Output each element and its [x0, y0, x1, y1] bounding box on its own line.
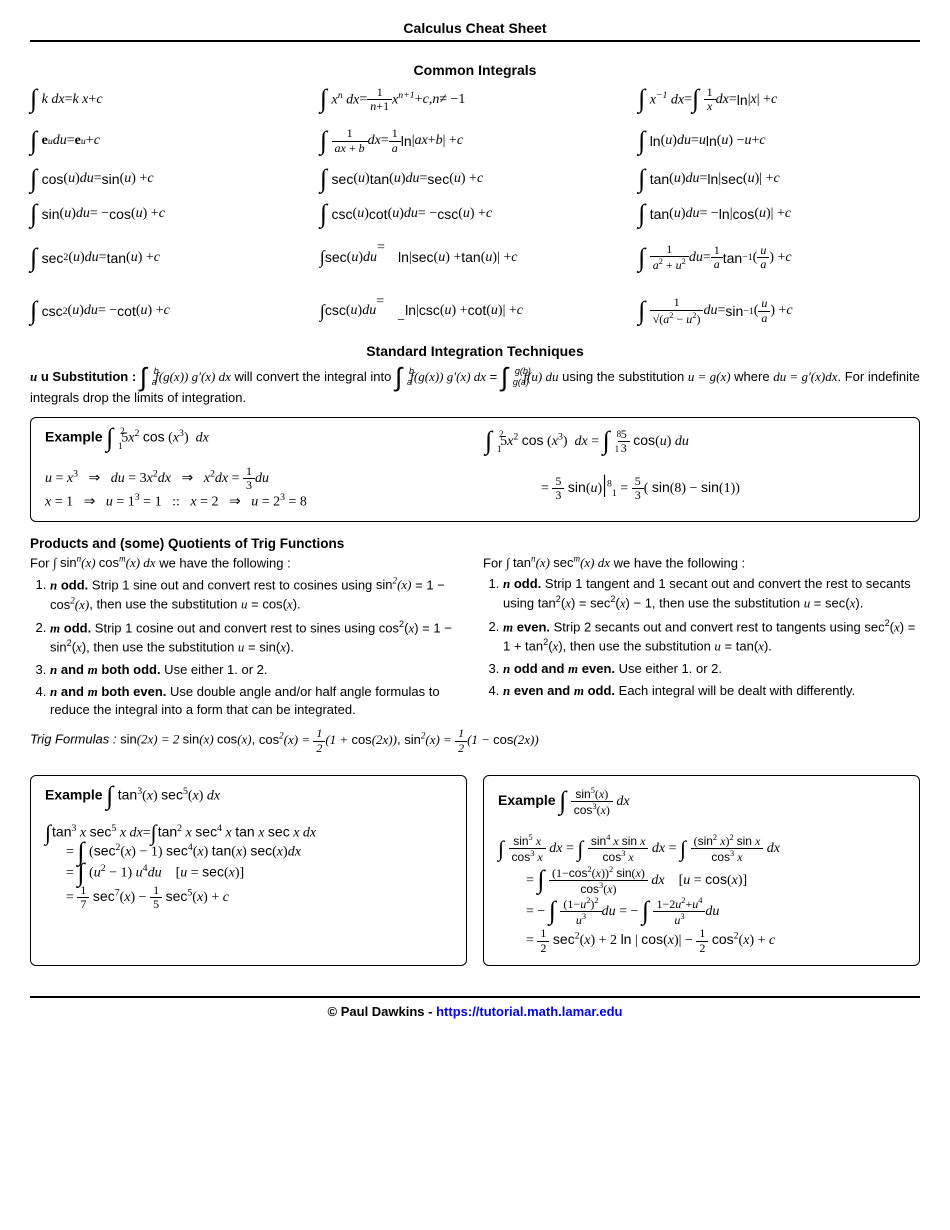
integral-cell: ∫ x−1 dx = ∫ 1x dx = ln |x| + c: [638, 86, 920, 113]
list-item: n odd and m even. Use either 1. or 2.: [503, 660, 920, 678]
usub-text: will convert the integral into: [231, 369, 395, 384]
integral-cell: ∫ sec(u) tan(u) du = sec(u) + c: [320, 169, 630, 190]
integral-cell: ∫ eu du = eu + c: [30, 127, 312, 154]
footer-copyright: © Paul Dawkins -: [328, 1004, 437, 1019]
example-box-sincos: Example ∫ sin5(x)cos3(x) dx ∫ sin5 xcos3…: [483, 775, 920, 966]
integral-cell: ∫ csc2(u) du = −cot(u) + c: [30, 292, 312, 331]
list-item: m odd. Strip 1 cosine out and convert re…: [50, 618, 467, 657]
integral-cell: ∫ sec2(u) du = tan(u) + c: [30, 238, 312, 277]
example-label: Example: [45, 787, 103, 803]
integral-cell: ∫ tan(u) du = ln |sec(u)| + c: [638, 169, 920, 190]
example-box-usub: Example ∫21 5x2 cos (x3) dx u = x3 ⇒ du …: [30, 417, 920, 522]
list-item: n and m both even. Use double angle and/…: [50, 683, 467, 719]
rules-intro: we have the following :: [159, 555, 291, 570]
page-header: Calculus Cheat Sheet: [30, 20, 920, 42]
usub-label: u Substitution :: [41, 369, 136, 384]
footer-link[interactable]: https://tutorial.math.lamar.edu: [436, 1004, 622, 1019]
integral-cell: ∫ sin(u) du = −cos(u) + c: [30, 204, 312, 225]
example-label: Example: [498, 792, 556, 808]
list-item: n even and m odd. Each integral will be …: [503, 682, 920, 700]
integral-cell: ∫ xn dx = 1n+1xn+1 + c, n ≠ −1: [320, 86, 630, 113]
integral-cell: ∫ cos(u) du = sin(u) + c: [30, 169, 312, 190]
list-item: n odd. Strip 1 tangent and 1 secant out …: [503, 575, 920, 613]
common-integrals-grid: ∫ k dx = k x + c ∫ xn dx = 1n+1xn+1 + c,…: [30, 86, 920, 331]
integral-cell: ∫ 1ax + b dx = 1a ln |ax + b| + c: [320, 127, 630, 154]
usub-text: using the substitution: [558, 369, 687, 384]
products-title: Products and (some) Quotients of Trig Fu…: [30, 536, 920, 551]
list-item: m even. Strip 2 secants out and convert …: [503, 617, 920, 656]
sin-cos-rules: For ∫ sinn(x) cosm(x) dx we have the fol…: [30, 553, 467, 727]
trig-formulas-label: Trig Formulas :: [30, 732, 116, 747]
example-label: Example: [45, 429, 103, 445]
integral-cell: ∫ sec(u)du = ln |sec(u) + tan(u)| + c: [320, 238, 630, 277]
rules-intro: we have the following :: [614, 555, 746, 570]
integral-cell: ∫ k dx = k x + c: [30, 86, 312, 113]
integral-cell: ∫ 1a2 + u2 du = 1a tan−1 (ua) + c: [638, 238, 920, 277]
usub-description: u u Substitution : ∫ba f(g(x)) g′(x) dx …: [30, 367, 920, 407]
trig-rules-columns: For ∫ sinn(x) cosm(x) dx we have the fol…: [30, 553, 920, 727]
example-box-tansec: Example ∫ tan3(x) sec5(x) dx ∫tan3 x sec…: [30, 775, 467, 966]
integral-cell: ∫ tan(u) du = −ln |cos(u)| + c: [638, 204, 920, 225]
integral-cell: ∫ ln(u) du = u ln (u) − u + c: [638, 127, 920, 154]
integral-cell: ∫ csc(u)du = −ln |csc(u) + cot(u)| + c: [320, 292, 630, 331]
tan-sec-rules: For ∫ tann(x) secm(x) dx we have the fol…: [483, 553, 920, 727]
list-item: n odd. Strip 1 sine out and convert rest…: [50, 575, 467, 614]
page-footer: © Paul Dawkins - https://tutorial.math.l…: [30, 996, 920, 1019]
integral-cell: ∫ 1√(a2 − u2) du = sin−1 (ua) + c: [638, 292, 920, 331]
trig-formulas: Trig Formulas : sin(2x) = 2 sin(x) cos(x…: [30, 727, 920, 754]
section-title-integrals: Common Integrals: [30, 62, 920, 78]
section-title-techniques: Standard Integration Techniques: [30, 343, 920, 359]
integral-cell: ∫ csc(u) cot(u)du = −csc(u) + c: [320, 204, 630, 225]
list-item: n and m both odd. Use either 1. or 2.: [50, 661, 467, 679]
